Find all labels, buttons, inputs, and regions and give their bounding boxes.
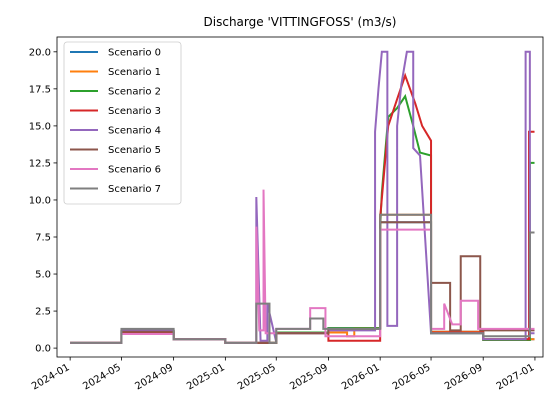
y-tick-label: 15.0 [29,121,51,132]
y-axis: 0.0 2.5 5.0 7.5 10.0 12.5 15.0 17.5 20.0 [29,47,57,355]
legend-label-4: Scenario 4 [108,126,161,137]
plot-area [70,50,535,344]
y-tick-label: 20.0 [29,47,51,58]
y-tick-label: 10.0 [29,195,51,206]
legend-label-0: Scenario 0 [108,48,161,59]
y-tick-label: 2.5 [35,307,51,318]
legend-label-2: Scenario 2 [108,87,161,98]
legend-label-6: Scenario 6 [108,165,161,176]
legend-label-5: Scenario 5 [108,145,161,156]
legend-label-7: Scenario 7 [108,184,161,195]
legend-label-1: Scenario 1 [108,67,161,78]
y-tick-label: 17.5 [29,84,51,95]
legend-label-3: Scenario 3 [108,106,161,117]
y-tick-label: 12.5 [29,158,51,169]
y-tick-label: 5.0 [35,270,51,281]
chart-title: Discharge 'VITTINGFOSS' (m3/s) [204,15,397,29]
legend: Scenario 0 Scenario 1 Scenario 2 Scenario 3… [63,41,182,205]
y-tick-label: 0.0 [35,344,51,355]
legend-box [63,41,182,205]
series-line-7 [70,213,535,344]
y-tick-label: 7.5 [35,233,51,244]
axes-frame [56,36,544,358]
